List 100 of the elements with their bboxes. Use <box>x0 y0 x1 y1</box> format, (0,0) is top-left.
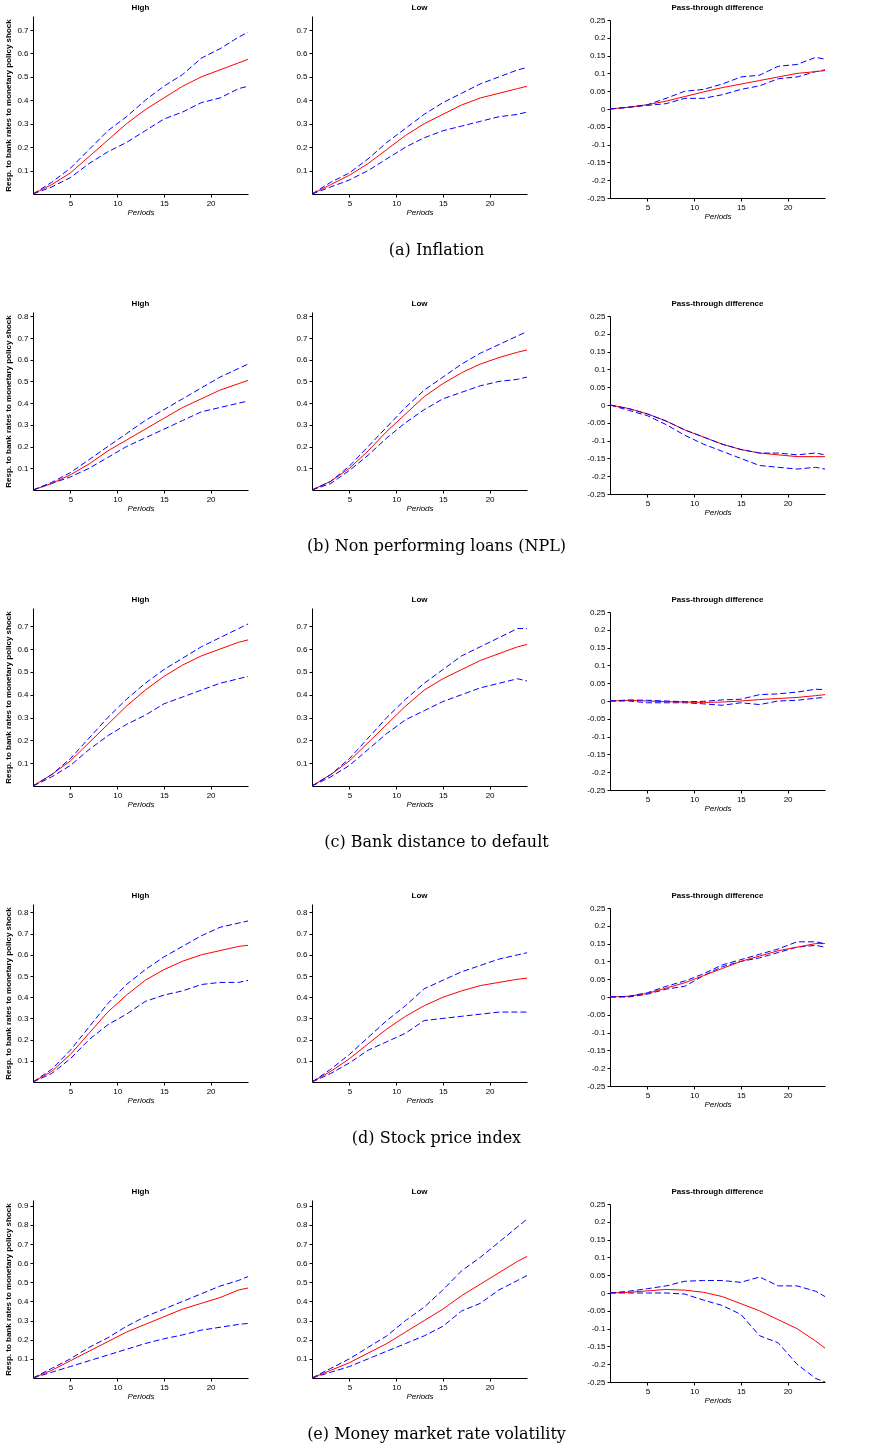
x-tick-label: 10 <box>392 1382 402 1392</box>
chart-title: Low <box>411 3 429 12</box>
x-tick-label: 15 <box>736 202 747 212</box>
y-tick-label: 0.3 <box>296 713 309 723</box>
y-tick-label: 0.4 <box>296 1296 309 1306</box>
y-tick-label: 0.2 <box>594 625 607 635</box>
y-tick-label: 0.6 <box>296 355 309 365</box>
y-tick-label: 0.6 <box>17 355 30 365</box>
chart-title: Low <box>411 1187 429 1196</box>
x-tick-label: 15 <box>736 794 747 804</box>
chart-title: Low <box>411 299 429 308</box>
x-tick-label: 15 <box>438 1382 449 1392</box>
y-tick-label: 0.15 <box>589 643 607 653</box>
y-tick-label: 0.6 <box>17 644 30 654</box>
y-tick-label: 0.4 <box>17 690 30 700</box>
y-tick-label: -0.25 <box>587 489 607 499</box>
x-tick-label: 5 <box>68 1086 74 1096</box>
y-tick-label: -0.25 <box>587 1081 607 1091</box>
x-tick-label: 20 <box>206 1086 217 1096</box>
x-tick-label: 10 <box>690 498 700 508</box>
y-tick-label: -0.15 <box>587 749 607 759</box>
x-tick-label: 5 <box>68 1382 74 1392</box>
x-tick-label: 5 <box>645 1386 651 1396</box>
y-tick-label: 0.6 <box>296 48 309 58</box>
y-tick-label: 0 <box>601 1288 607 1298</box>
y-tick-label: 0.3 <box>17 420 30 430</box>
y-axis-title: Resp. to bank rates to monetary policy shock <box>4 610 14 784</box>
y-tick-label: 0.6 <box>17 48 30 58</box>
y-tick-label: 0.5 <box>17 376 30 386</box>
y-tick-label: 0.15 <box>589 347 607 357</box>
y-tick-label: 0.1 <box>594 364 607 374</box>
chart-title: Pass-through difference <box>671 891 765 900</box>
x-axis-title: Periods <box>127 1095 155 1105</box>
y-tick-label: 0 <box>601 696 607 706</box>
y-tick-label: 0.5 <box>296 72 309 82</box>
x-tick-label: 15 <box>159 790 170 800</box>
y-tick-label: -0.1 <box>591 732 607 742</box>
y-tick-label: -0.05 <box>587 418 607 428</box>
chart-title: Low <box>411 595 429 604</box>
x-axis-title: Periods <box>406 799 434 809</box>
y-tick-label: 0.3 <box>17 1316 30 1326</box>
y-tick-label: 0.8 <box>17 311 30 321</box>
y-tick-label: 0.1 <box>17 463 30 473</box>
y-tick-label: 0.3 <box>296 119 309 129</box>
x-axis-title: Periods <box>127 1391 155 1401</box>
x-tick-label: 10 <box>690 1090 700 1100</box>
y-tick-label: 0.2 <box>17 735 30 745</box>
x-tick-label: 15 <box>159 494 170 504</box>
y-tick-label: -0.05 <box>587 1010 607 1020</box>
x-tick-label: 15 <box>438 1086 449 1096</box>
x-tick-label: 15 <box>159 198 170 208</box>
x-tick-label: 15 <box>736 1386 747 1396</box>
y-tick-label: 0.1 <box>594 956 607 966</box>
y-axis-title: Resp. to bank rates to monetary policy shock <box>4 314 14 488</box>
x-tick-label: 10 <box>690 794 700 804</box>
x-tick-label: 10 <box>113 198 123 208</box>
x-tick-label: 15 <box>736 1090 747 1100</box>
y-tick-label: -0.1 <box>591 1324 607 1334</box>
y-tick-label: 0.4 <box>296 690 309 700</box>
y-tick-label: 0.2 <box>296 1035 309 1045</box>
x-tick-label: 5 <box>68 790 74 800</box>
x-tick-label: 20 <box>485 494 496 504</box>
x-tick-label: 20 <box>206 1382 217 1392</box>
y-tick-label: 0.5 <box>296 1277 309 1287</box>
x-axis-title: Periods <box>704 211 732 221</box>
y-tick-label: 0.5 <box>17 971 30 981</box>
text: (b) Non performing loans (NPL) <box>305 535 568 557</box>
y-tick-label: -0.1 <box>591 1028 607 1038</box>
y-tick-label: 0.1 <box>17 1354 30 1364</box>
x-tick-label: 15 <box>438 790 449 800</box>
x-tick-label: 5 <box>645 794 651 804</box>
y-tick-label: 0.05 <box>589 1270 607 1280</box>
y-tick-label: 0.2 <box>17 442 30 452</box>
y-tick-label: 0 <box>601 992 607 1002</box>
x-tick-label: 5 <box>347 198 353 208</box>
x-tick-label: 20 <box>206 494 217 504</box>
y-tick-label: 0.7 <box>296 1239 309 1249</box>
y-tick-label: 0.6 <box>17 1258 30 1268</box>
y-tick-label: 0.25 <box>589 15 607 25</box>
x-axis-title: Periods <box>704 507 732 517</box>
x-tick-label: 20 <box>485 1086 496 1096</box>
x-tick-label: 5 <box>347 494 353 504</box>
y-tick-label: -0.05 <box>587 1306 607 1316</box>
y-tick-label: 0.2 <box>296 442 309 452</box>
x-tick-label: 5 <box>347 790 353 800</box>
y-tick-label: 0.25 <box>589 1199 607 1209</box>
y-tick-label: 0.2 <box>296 1335 309 1345</box>
x-axis-title: Periods <box>406 503 434 513</box>
y-tick-label: -0.2 <box>591 1359 607 1369</box>
x-tick-label: 5 <box>347 1086 353 1096</box>
x-tick-label: 10 <box>392 494 402 504</box>
y-tick-label: 0.7 <box>17 929 30 939</box>
text: (d) Stock price index <box>350 1127 523 1149</box>
y-tick-label: 0.2 <box>17 1035 30 1045</box>
text: (a) Inflation <box>387 239 486 261</box>
y-tick-label: 0.1 <box>594 68 607 78</box>
y-tick-label: 0.1 <box>594 660 607 670</box>
chart-title: High <box>131 299 150 308</box>
x-tick-label: 5 <box>645 202 651 212</box>
y-axis-title: Resp. to bank rates to monetary policy shock <box>4 1202 14 1376</box>
